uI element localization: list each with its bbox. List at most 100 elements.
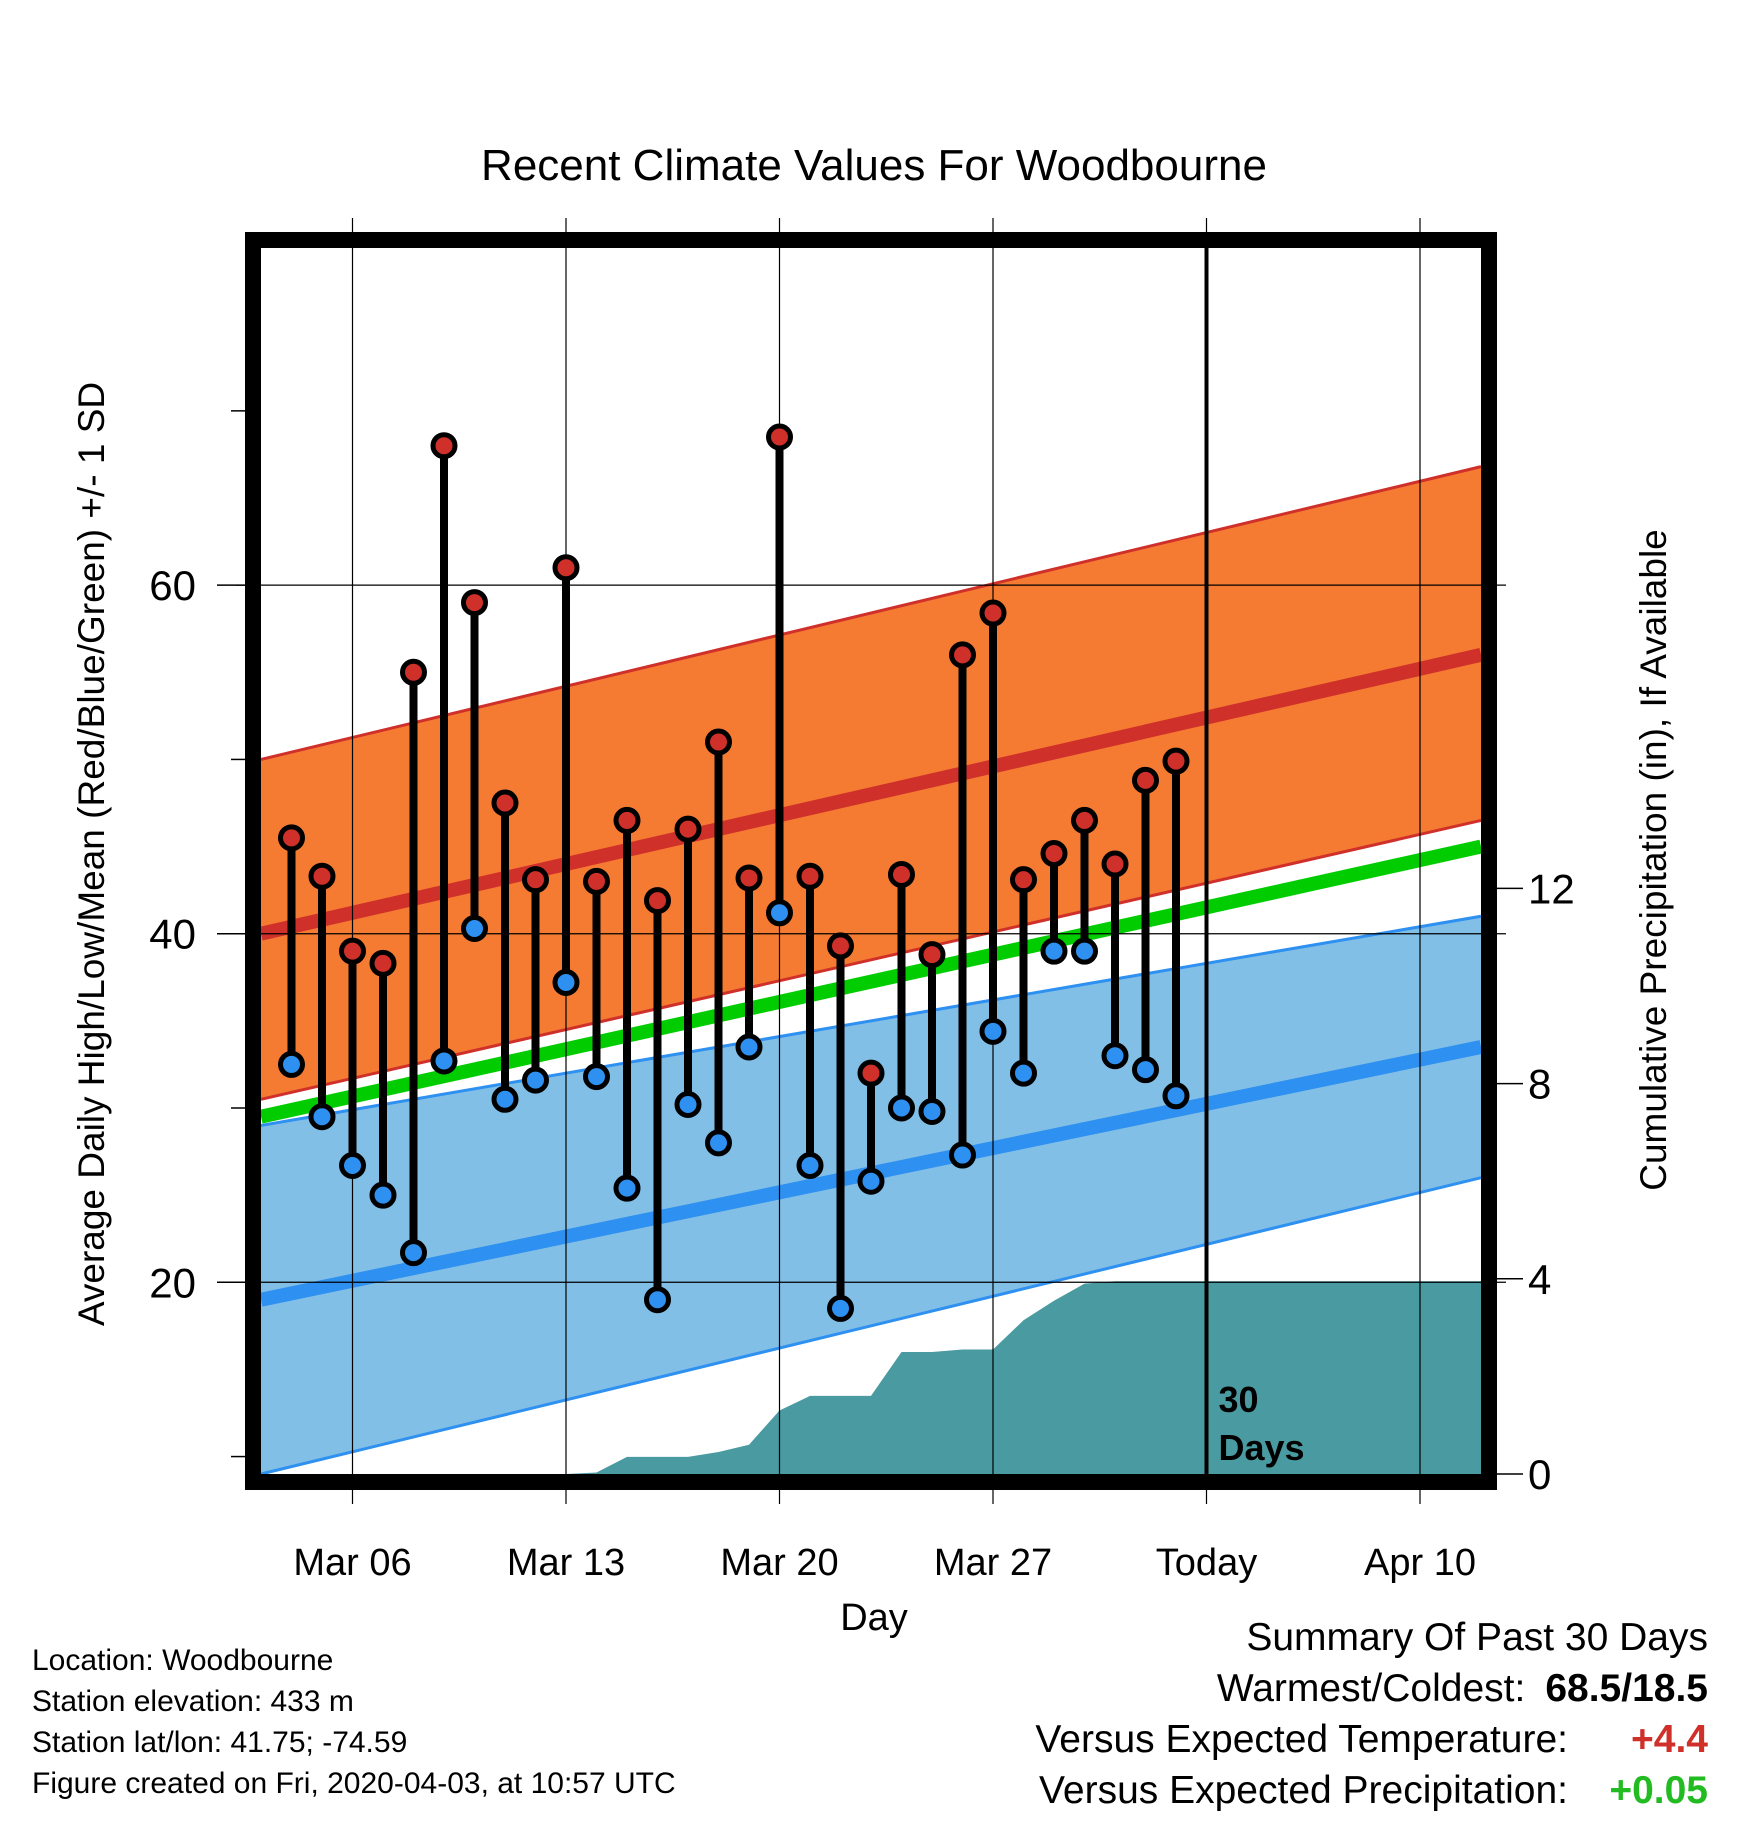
daily-high-point	[400, 658, 427, 686]
y-right-tick-label: 4	[1528, 1256, 1551, 1303]
elevation-text: Station elevation: 433 m	[32, 1685, 354, 1718]
x-axis-label: Day	[840, 1597, 908, 1639]
daily-low-point	[979, 1017, 1007, 1045]
daily-high-point	[857, 1059, 885, 1087]
daily-high-point	[369, 949, 397, 977]
y-right-tick-label: 0	[1528, 1451, 1551, 1498]
today-days-label: 30	[1219, 1379, 1259, 1420]
daily-high-point	[1132, 766, 1159, 794]
y-right-tick-label: 12	[1528, 865, 1575, 912]
created-text: Figure created on Fri, 2020-04-03, at 10…	[32, 1767, 676, 1800]
daily-low-point	[888, 1094, 915, 1122]
daily-high-point	[1040, 840, 1068, 868]
y-right-tick-label: 8	[1528, 1061, 1551, 1108]
precipitation-area	[291, 1281, 1481, 1474]
daily-low-point	[1101, 1042, 1129, 1070]
warm-cold-label: Warmest/Coldest:	[1216, 1667, 1526, 1710]
daily-low-point	[949, 1141, 976, 1169]
y-axis-label-left: Average Daily High/Low/Mean (Red/Blue/Gr…	[71, 382, 112, 1326]
daily-low-point	[796, 1152, 824, 1180]
daily-low-point	[400, 1239, 427, 1267]
daily-low-point	[1071, 937, 1098, 965]
precip-value: +0.05	[1609, 1769, 1708, 1812]
daily-high-point	[735, 864, 763, 892]
daily-high-point	[1162, 747, 1190, 775]
x-tick-label: Today	[1156, 1542, 1257, 1584]
daily-low-point	[583, 1063, 610, 1091]
low-upper-sd-line	[260, 914, 1482, 1127]
x-tick-label: Mar 06	[293, 1542, 411, 1584]
daily-high-point	[583, 867, 610, 895]
daily-high-point	[278, 824, 305, 852]
daily-low-point	[369, 1181, 397, 1209]
summary-warm-cold: Warmest/Coldest: 68.5/18.5	[1035, 1663, 1708, 1714]
warm-cold-value: 68.5/18.5	[1545, 1667, 1708, 1710]
temp-label: Versus Expected Temperature:	[1035, 1718, 1568, 1761]
daily-low-point	[308, 1103, 336, 1131]
x-tick-label: Apr 10	[1364, 1542, 1476, 1584]
normal-mean-line	[259, 839, 1483, 1124]
low-lower-sd-line	[260, 1176, 1482, 1476]
daily-low-point	[461, 914, 488, 942]
daily-high-point	[979, 599, 1007, 627]
daily-high-point	[674, 815, 702, 843]
daily-low-point	[827, 1294, 854, 1322]
daily-low-point	[430, 1047, 458, 1075]
daily-high-point	[1010, 866, 1037, 894]
precip-label: Versus Expected Precipitation:	[1039, 1769, 1568, 1812]
daily-low-point	[918, 1097, 946, 1125]
daily-high-point	[522, 866, 549, 894]
daily-low-point	[552, 969, 580, 997]
daily-high-point	[613, 806, 641, 834]
location-text: Location: Woodbourne	[32, 1644, 334, 1677]
daily-low-point	[1040, 937, 1068, 965]
daily-high-point	[827, 932, 854, 960]
x-tick-label: Mar 20	[720, 1542, 838, 1584]
daily-low-point	[278, 1050, 305, 1078]
daily-high-point	[461, 589, 488, 617]
today-days-label: Days	[1219, 1427, 1305, 1468]
y-axis-label-right: Cumulative Precipitation (in), If Availa…	[1633, 529, 1674, 1191]
daily-low-point	[522, 1066, 549, 1094]
y-left-tick-label: 40	[149, 911, 196, 958]
summary-precip: Versus Expected Precipitation: +0.05	[1035, 1765, 1708, 1816]
daily-low-point	[644, 1286, 671, 1314]
daily-high-point	[705, 728, 732, 756]
x-tick-label: Mar 27	[934, 1542, 1052, 1584]
daily-high-point	[339, 937, 366, 965]
daily-high-point	[552, 554, 580, 582]
high-upper-sd-line	[260, 465, 1482, 761]
daily-low-point	[613, 1174, 641, 1202]
daily-high-point	[949, 641, 976, 669]
daily-low-point	[766, 899, 793, 927]
normal-high-line	[259, 648, 1483, 941]
daily-high-point	[766, 423, 793, 451]
daily-high-point	[430, 432, 458, 460]
daily-low-point	[674, 1091, 702, 1119]
daily-high-point	[308, 862, 336, 890]
plot-frame	[245, 232, 1497, 1490]
daily-high-point	[491, 789, 519, 817]
daily-high-point	[918, 941, 946, 969]
daily-low-point	[1162, 1082, 1190, 1110]
daily-high-point	[888, 860, 915, 888]
temp-value: +4.4	[1631, 1718, 1708, 1761]
daily-low-point	[491, 1085, 519, 1113]
daily-low-point	[705, 1129, 732, 1157]
x-tick-label: Mar 13	[507, 1542, 625, 1584]
daily-low-point	[1132, 1056, 1159, 1084]
daily-high-point	[796, 862, 824, 890]
daily-high-point	[1071, 806, 1098, 834]
latlon-text: Station lat/lon: 41.75; -74.59	[32, 1726, 408, 1759]
summary-panel: Summary Of Past 30 Days Warmest/Coldest:…	[1035, 1612, 1708, 1816]
chart-title: Recent Climate Values For Woodbourne	[481, 141, 1267, 190]
daily-low-point	[735, 1033, 763, 1061]
daily-high-point	[1101, 850, 1129, 878]
summary-temp: Versus Expected Temperature: +4.4	[1035, 1714, 1708, 1765]
high-lower-sd-line	[260, 818, 1482, 1101]
y-left-tick-label: 60	[149, 562, 196, 609]
daily-high-point	[644, 887, 671, 915]
daily-low-point	[857, 1167, 885, 1195]
y-left-tick-label: 20	[149, 1259, 196, 1306]
